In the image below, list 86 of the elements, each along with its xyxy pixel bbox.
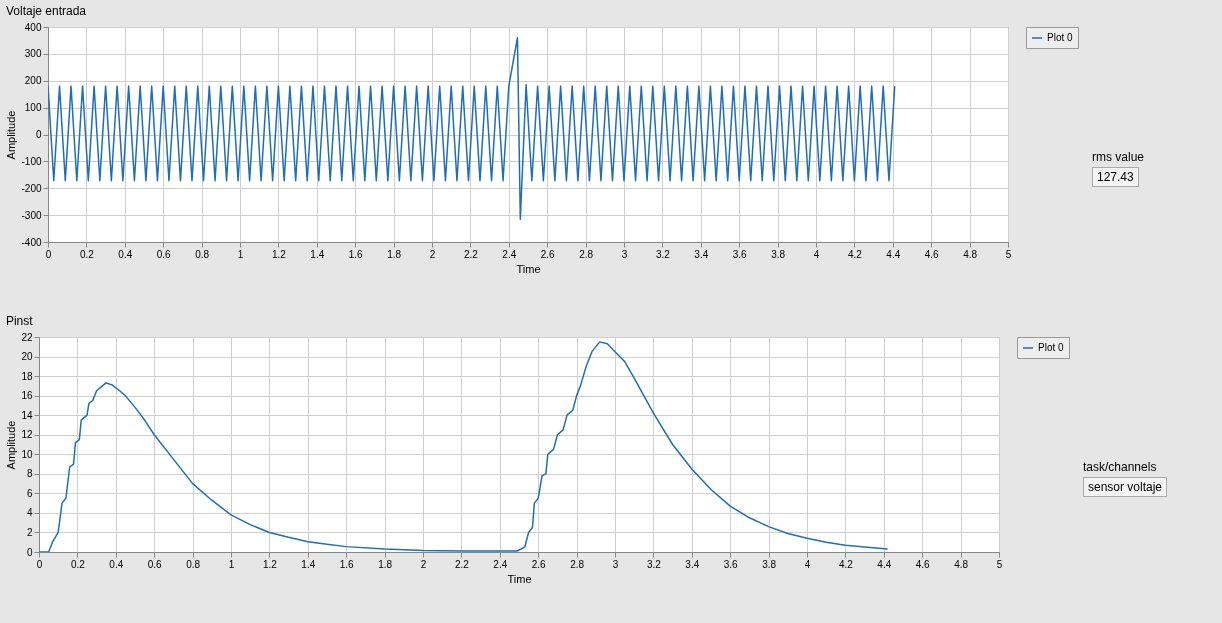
x-tick-label: 1.6 <box>348 248 364 260</box>
y-tick-label: 14 <box>21 409 33 421</box>
x-tick-label: 0.6 <box>156 248 172 260</box>
x-tick-label: 0.2 <box>70 558 86 570</box>
x-tick-label: 3.6 <box>732 248 748 260</box>
y-tick-label: -400 <box>21 236 42 248</box>
x-tick-label: 3.6 <box>723 558 739 570</box>
x-tick-label: 0 <box>45 248 52 260</box>
text: 127.43 <box>1092 167 1139 187</box>
y-tick-label: 100 <box>24 102 42 114</box>
x-tick-label: 1.4 <box>310 248 325 260</box>
x-tick-label: 1.8 <box>387 248 402 260</box>
y-tick-label: 200 <box>24 75 42 87</box>
x-tick-label: 2.6 <box>540 248 556 260</box>
x-tick-label: 2.8 <box>570 558 585 570</box>
x-tick-label: 3.2 <box>655 248 671 260</box>
x-tick-label: 0.4 <box>109 558 124 570</box>
x-tick-label: 2.8 <box>579 248 594 260</box>
chart-title: Pinst <box>5 314 34 328</box>
x-tick-label: 0.8 <box>186 558 201 570</box>
x-tick-label: 3 <box>612 558 619 570</box>
y-tick-label: 0 <box>35 129 42 140</box>
legend-label: Plot 0 <box>1038 342 1065 353</box>
x-tick-label: 1.2 <box>262 558 278 570</box>
x-tick-label: 4.2 <box>847 248 863 260</box>
x-tick-label: 4.6 <box>924 248 940 260</box>
x-tick-label: 1 <box>237 248 244 260</box>
x-tick-label: 2.2 <box>454 558 470 570</box>
x-tick-label: 5 <box>1005 248 1012 260</box>
x-tick-label: 4.2 <box>838 558 854 570</box>
x-axis-title: Time <box>516 262 541 275</box>
x-tick-label: 4.4 <box>886 248 901 260</box>
x-tick-label: 3.2 <box>646 558 662 570</box>
x-tick-label: 0.2 <box>79 248 95 260</box>
y-tick-label: -100 <box>21 155 42 167</box>
y-axis-title: Amplitude <box>5 110 18 160</box>
x-tick-label: 4.8 <box>954 558 969 570</box>
x-tick-label: 1.4 <box>301 558 316 570</box>
x-tick-label: 2 <box>420 558 427 570</box>
line-series <box>39 341 889 552</box>
y-tick-label: 22 <box>21 331 33 343</box>
legend-label: Plot 0 <box>1047 32 1074 43</box>
x-tick-label: 5 <box>996 558 1003 570</box>
x-tick-label: 3.4 <box>694 248 709 260</box>
y-tick-label: 18 <box>21 370 33 382</box>
x-tick-label: 4 <box>804 558 811 570</box>
y-tick-label: 400 <box>24 21 42 33</box>
x-tick-label: 2.4 <box>493 558 508 570</box>
y-tick-label: 300 <box>24 48 42 60</box>
y-tick-label: 20 <box>21 351 33 363</box>
y-axis-title: Amplitude <box>5 420 18 470</box>
x-tick-label: 1.2 <box>271 248 287 260</box>
x-tick-label: 2.2 <box>463 248 479 260</box>
x-tick-label: 0.6 <box>147 558 163 570</box>
x-tick-label: 3.8 <box>762 558 777 570</box>
y-tick-label: -200 <box>21 182 42 194</box>
x-tick-label: 0.4 <box>118 248 133 260</box>
y-tick-label: 12 <box>21 429 33 441</box>
chart-title: Voltaje entrada <box>5 4 87 18</box>
x-tick-label: 4 <box>813 248 820 260</box>
x-tick-label: 1 <box>228 558 235 570</box>
x-tick-label: 3.4 <box>685 558 700 570</box>
x-tick-label: 2.6 <box>531 558 547 570</box>
text: rms value <box>1092 150 1145 164</box>
x-tick-label: 4.8 <box>963 248 978 260</box>
y-tick-label: -300 <box>21 209 42 221</box>
y-tick-label: 10 <box>21 448 33 460</box>
line-series <box>48 37 896 220</box>
x-axis-title: Time <box>507 572 532 585</box>
x-tick-label: 2.4 <box>502 248 517 260</box>
x-tick-label: 1.8 <box>378 558 393 570</box>
x-tick-label: 3 <box>621 248 628 260</box>
text: task/channels <box>1083 460 1158 474</box>
y-tick-label: 2 <box>26 526 33 538</box>
x-tick-label: 2 <box>429 248 436 260</box>
y-tick-label: 8 <box>26 468 33 480</box>
y-tick-label: 6 <box>26 487 33 499</box>
x-tick-label: 4.6 <box>915 558 931 570</box>
x-tick-label: 4.4 <box>877 558 892 570</box>
x-tick-label: 3.8 <box>771 248 786 260</box>
y-tick-label: 16 <box>21 390 33 402</box>
x-tick-label: 1.6 <box>339 558 355 570</box>
y-tick-label: 4 <box>26 507 33 519</box>
y-tick-label: 0 <box>26 546 33 558</box>
x-tick-label: 0.8 <box>195 248 210 260</box>
text: sensor voltaje <box>1083 477 1168 497</box>
